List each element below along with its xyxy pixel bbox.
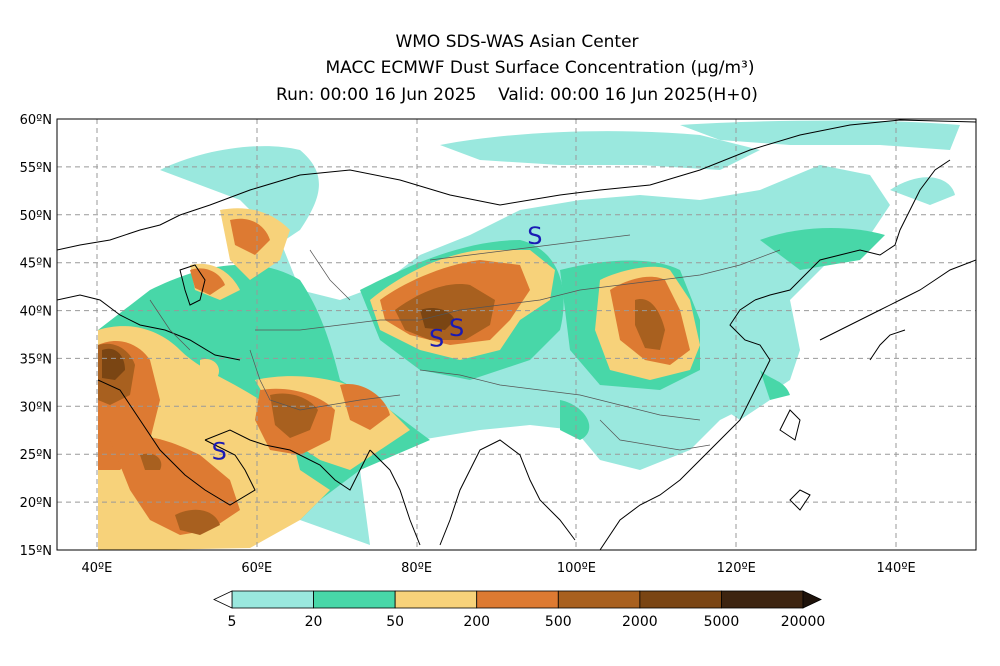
coastlines bbox=[57, 119, 976, 550]
latitude-labels: 60ºN 55ºN 50ºN 45ºN 40ºN 35ºN 30ºN 25ºN 20ºN 15ºN bbox=[20, 113, 52, 559]
dust-source-marker: S bbox=[449, 314, 464, 342]
colorbar bbox=[213, 590, 822, 609]
colorbar-label: 5 bbox=[227, 614, 237, 630]
colorbar-label: 20000 bbox=[780, 614, 826, 630]
lat-label: 30ºN bbox=[20, 400, 52, 415]
colorbar-swatch bbox=[394, 590, 478, 609]
longitude-labels: 40ºE 60ºE 80ºE 100ºE 120ºE 140ºE bbox=[82, 561, 916, 576]
lat-label: 50ºN bbox=[20, 209, 52, 224]
lat-label: 25ºN bbox=[20, 448, 52, 463]
lat-label: 15ºN bbox=[20, 544, 52, 559]
dust-source-marker: S bbox=[429, 324, 444, 352]
colorbar-label: 200 bbox=[463, 614, 491, 630]
dust-source-markers: SS SS bbox=[212, 222, 543, 466]
colorbar-swatch bbox=[557, 590, 641, 609]
map-content bbox=[57, 119, 976, 550]
lat-label: 55ºN bbox=[20, 161, 52, 176]
colorbar-swatch bbox=[721, 590, 804, 609]
run-time: Run: 00:00 16 Jun 2025 bbox=[276, 85, 477, 105]
map-frame bbox=[56, 118, 977, 551]
graticule bbox=[57, 119, 976, 550]
colorbar-label: 5000 bbox=[703, 614, 740, 630]
lon-label: 40ºE bbox=[82, 561, 113, 576]
lon-label: 80ºE bbox=[401, 561, 432, 576]
lon-label: 120ºE bbox=[717, 561, 756, 576]
lat-label: 20ºN bbox=[20, 496, 52, 511]
colorbar-swatch bbox=[313, 590, 396, 609]
title-line-3: Run: 00:00 16 Jun 2025 Valid: 00:00 16 J… bbox=[17, 85, 1000, 105]
colorbar-swatch bbox=[639, 590, 722, 609]
lon-label: 100ºE bbox=[557, 561, 596, 576]
colorbar-low-arrow bbox=[213, 590, 233, 609]
colorbar-label: 50 bbox=[386, 614, 405, 630]
title-line-2: MACC ECMWF Dust Surface Concentration (μ… bbox=[325, 58, 755, 78]
lat-label: 45ºN bbox=[20, 257, 52, 272]
valid-time: Valid: 00:00 16 Jun 2025(H+0) bbox=[498, 85, 758, 105]
lat-label: 40ºN bbox=[20, 305, 52, 320]
colorbar-swatch bbox=[476, 590, 559, 609]
colorbar-swatch bbox=[231, 590, 314, 609]
lat-label: 60ºN bbox=[20, 113, 52, 128]
title-line-1: WMO SDS-WAS Asian Center bbox=[395, 32, 639, 52]
dust-source-marker: S bbox=[527, 222, 542, 250]
colorbar-high-arrow bbox=[802, 590, 822, 609]
country-borders bbox=[149, 234, 781, 451]
colorbar-label: 20 bbox=[304, 614, 323, 630]
lon-label: 60ºE bbox=[241, 561, 272, 576]
colorbar-label: 2000 bbox=[622, 614, 658, 630]
lon-label: 140ºE bbox=[877, 561, 916, 576]
lat-label: 35ºN bbox=[20, 352, 52, 367]
colorbar-label: 500 bbox=[544, 614, 572, 630]
dust-source-marker: S bbox=[212, 437, 227, 465]
